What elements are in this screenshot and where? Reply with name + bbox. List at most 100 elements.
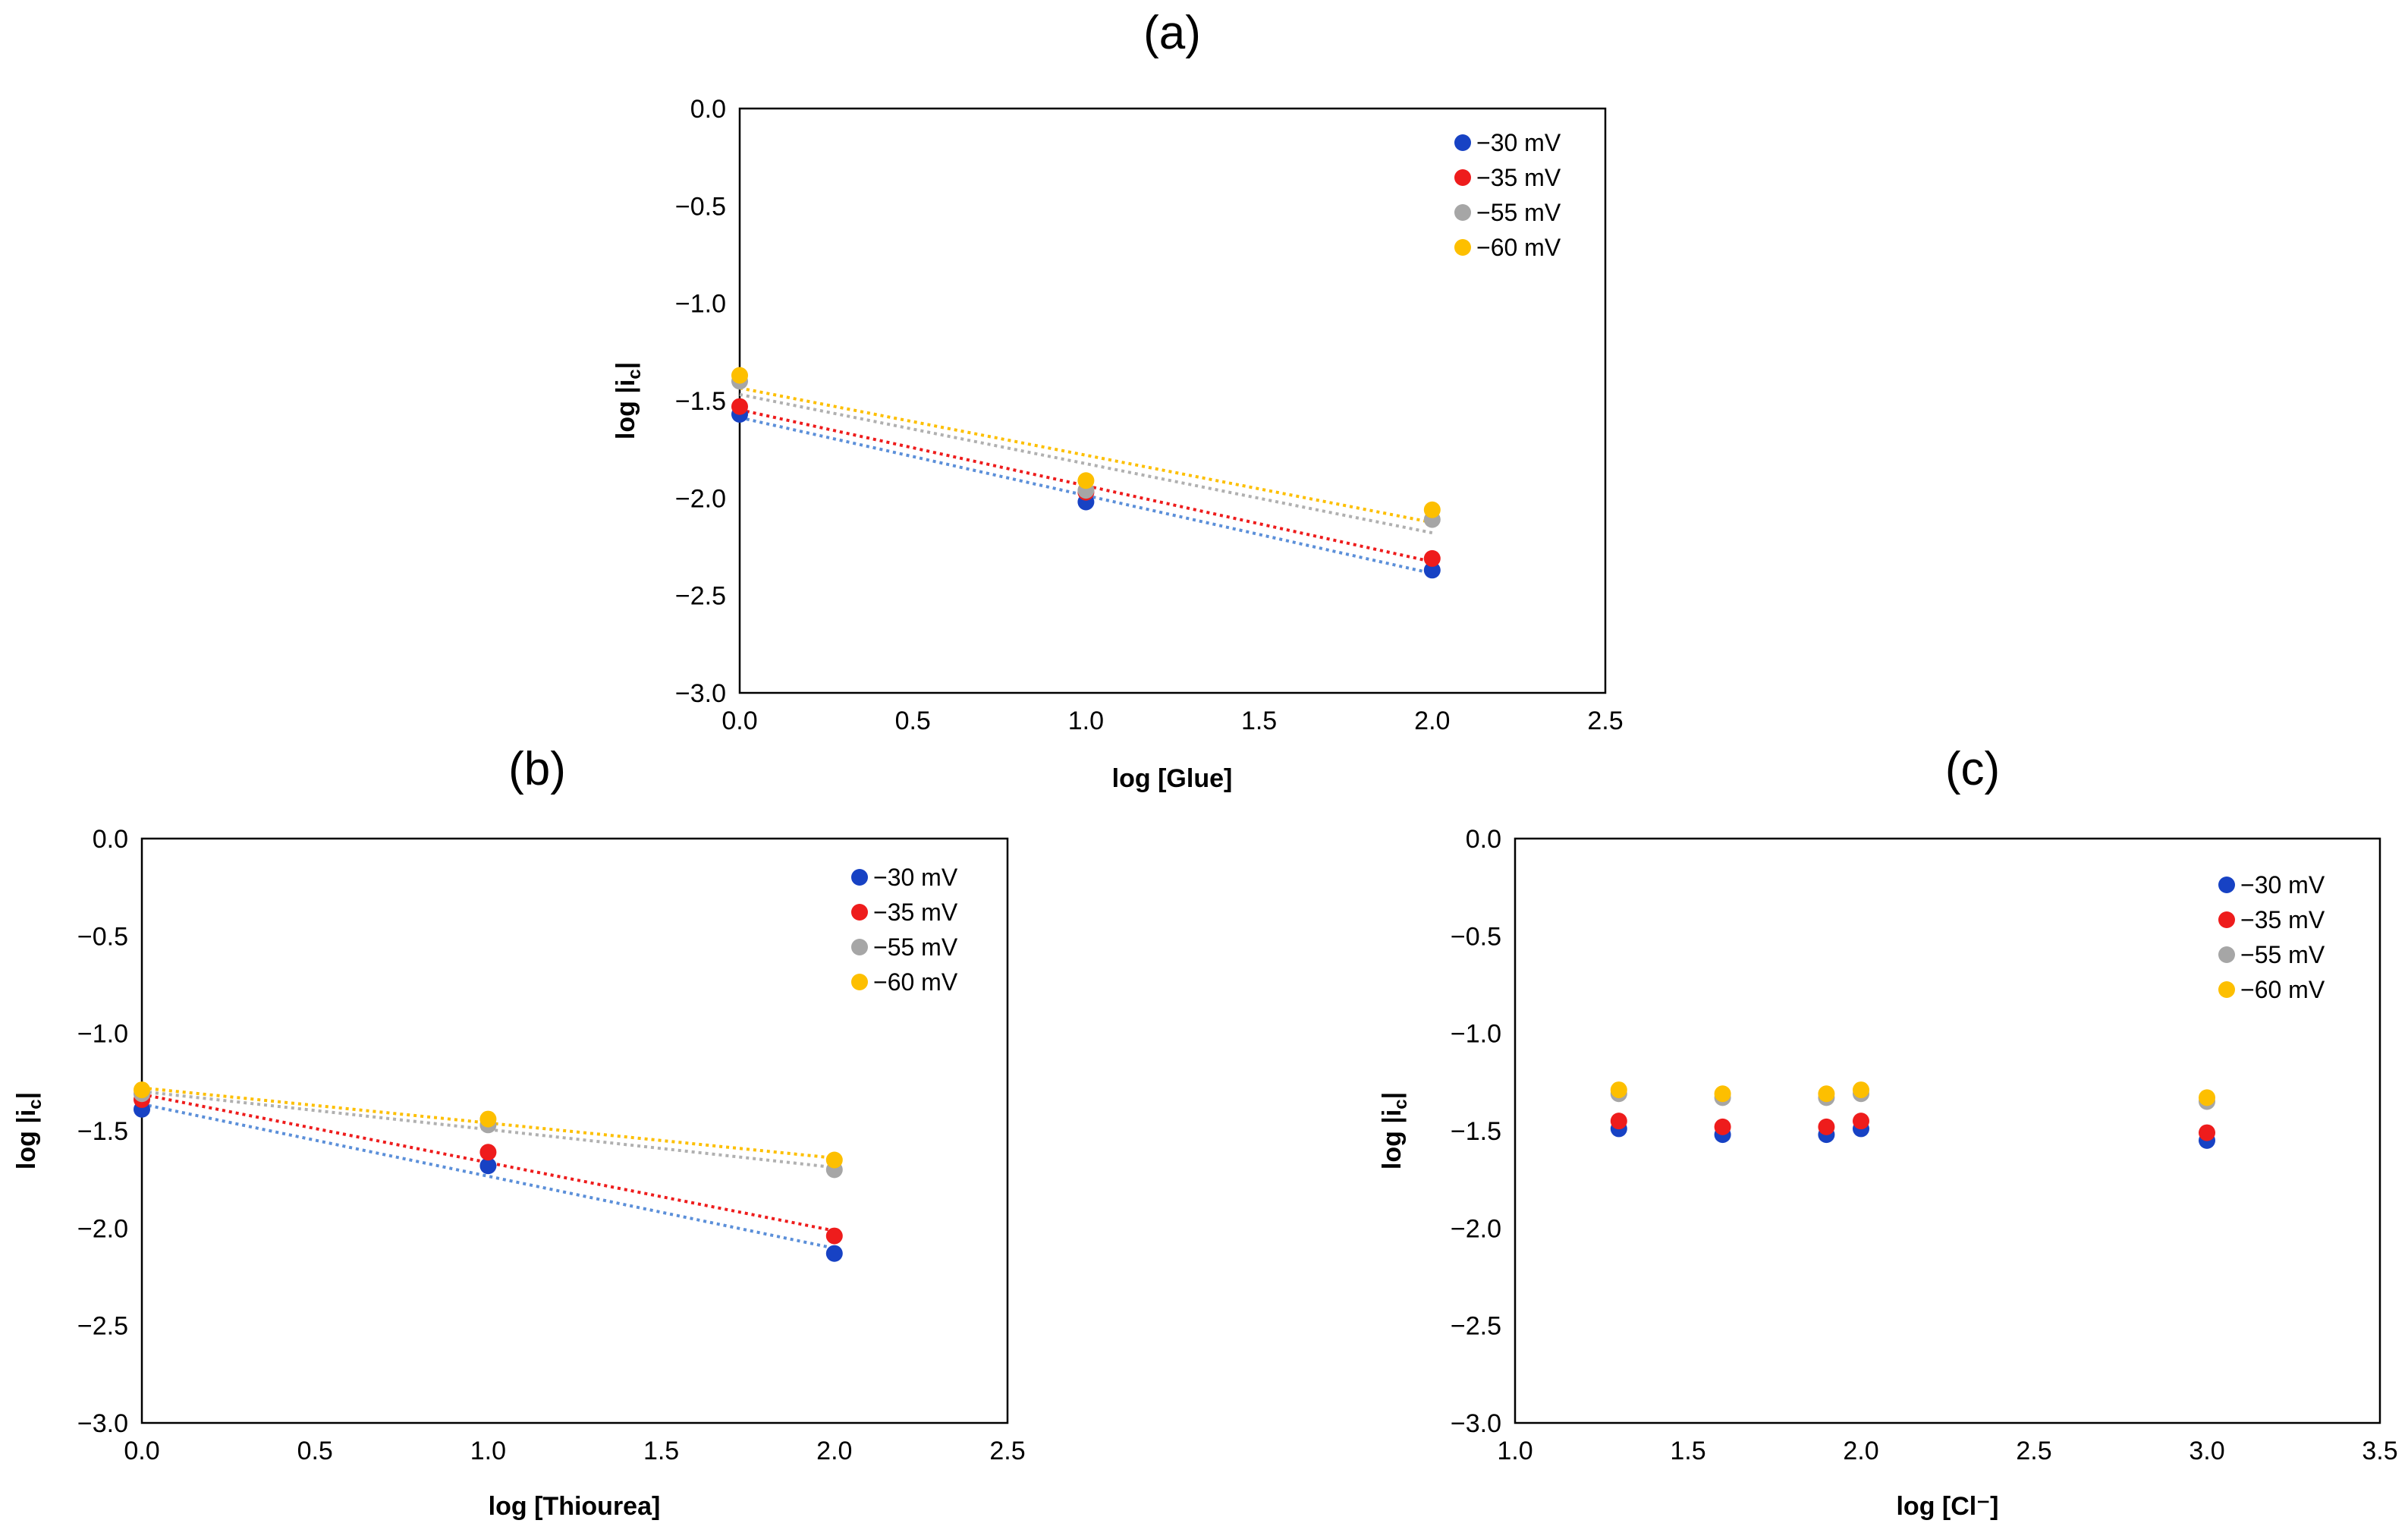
y-axis-title-end: | — [611, 362, 640, 370]
data-point-60mv — [825, 1151, 843, 1169]
trendline-55mv — [739, 392, 1433, 535]
data-points — [1610, 1081, 2215, 1149]
y-tick-label: −0.5 — [77, 922, 128, 951]
panel-label: (c) — [1945, 743, 2000, 795]
y-axis-title-end: | — [1378, 1092, 1407, 1100]
tick-labels: 0.0 0.5 1.0 1.5 2.0 2.5 0.0 −0.5 −1.0 −1.5 −2.0 −2.… — [675, 95, 1624, 735]
panel-c: (c) 1.0 1.5 2.0 2.5 3.0 3.5 0.0 −0.5 −1.0 −1.5 −2.… — [1378, 743, 2398, 1521]
y-tick-label: 0.0 — [1466, 825, 1501, 854]
y-axis-title-main: log |i — [12, 1110, 41, 1169]
legend-marker-55mv — [1454, 204, 1471, 221]
trendlines — [739, 386, 1433, 575]
legend: −30 mV −35 mV −55 mV −60 mV — [1454, 129, 1561, 261]
data-point-60mv — [1714, 1085, 1731, 1103]
x-tick-label: 3.0 — [2189, 1437, 2224, 1465]
x-tick-label: 0.5 — [895, 707, 931, 735]
legend-marker-30mv — [1454, 134, 1471, 151]
y-tick-label: −2.0 — [1451, 1214, 1501, 1243]
data-point-35mv — [479, 1144, 497, 1161]
legend: −30 mV −35 mV −55 mV −60 mV — [851, 864, 958, 996]
data-point-60mv — [134, 1081, 150, 1099]
plot-area — [738, 107, 1607, 694]
legend-label-35mv: −35 mV — [1476, 164, 1561, 191]
legend-label-30mv: −30 mV — [2240, 871, 2325, 899]
y-tick-label: −1.5 — [77, 1117, 128, 1146]
y-axis-title-end: | — [12, 1092, 41, 1100]
legend-marker-35mv — [2218, 911, 2235, 928]
legend-marker-60mv — [851, 974, 868, 990]
trendline-60mv — [739, 386, 1433, 524]
data-point-35mv — [1853, 1113, 1869, 1130]
data-point-60mv — [731, 367, 748, 384]
tick-labels: 1.0 1.5 2.0 2.5 3.0 3.5 0.0 −0.5 −1.0 −1.5 −2.0 −2.… — [1451, 825, 2398, 1465]
x-tick-label: 2.0 — [816, 1437, 852, 1465]
x-tick-label: 1.0 — [1068, 707, 1104, 735]
x-axis-title: log [Glue] — [1112, 764, 1233, 793]
data-point-60mv — [1077, 472, 1095, 489]
legend-label-30mv: −30 mV — [873, 864, 958, 891]
panel-b: (b) 0.0 0.5 1.0 1.5 2.0 2.5 0.0 −0.5 −1.0 −1.5 −2.… — [12, 743, 1026, 1521]
data-point-35mv — [731, 398, 748, 415]
plot-area — [140, 837, 1009, 1424]
y-axis-title-subscript: c — [25, 1099, 46, 1109]
y-tick-label: −3.0 — [1451, 1409, 1501, 1438]
legend: −30 mV −35 mV −55 mV −60 mV — [2218, 871, 2325, 1003]
data-point-60mv — [2199, 1089, 2215, 1106]
x-tick-label: 2.5 — [2016, 1437, 2051, 1465]
y-tick-label: −2.5 — [1451, 1312, 1501, 1341]
data-point-35mv — [1423, 549, 1441, 567]
y-tick-label: −3.0 — [77, 1409, 128, 1438]
y-tick-label: −2.0 — [77, 1214, 128, 1243]
x-tick-label: 0.0 — [124, 1437, 159, 1465]
legend-label-55mv: −55 mV — [2240, 941, 2325, 968]
x-axis-title: log [Thiourea] — [489, 1492, 661, 1521]
trendline-30mv — [739, 416, 1433, 575]
x-tick-label: 1.5 — [1670, 1437, 1705, 1465]
y-tick-label: 0.0 — [93, 825, 128, 854]
data-point-35mv — [1610, 1113, 1627, 1130]
y-axis-title-main: log |i — [611, 379, 640, 439]
y-axis-title-main: log |i — [1378, 1110, 1407, 1169]
x-tick-label: 1.5 — [1241, 707, 1277, 735]
panel-label: (a) — [1143, 7, 1201, 59]
legend-marker-55mv — [851, 939, 868, 955]
y-tick-label: −2.5 — [77, 1312, 128, 1341]
y-tick-label: −1.5 — [675, 387, 726, 416]
x-axis-title: log [Cl⁻] — [1896, 1492, 1998, 1521]
y-tick-label: 0.0 — [690, 95, 726, 124]
y-tick-label: −2.0 — [675, 484, 726, 513]
x-tick-label: 3.5 — [2362, 1437, 2397, 1465]
x-tick-label: 2.0 — [1414, 707, 1450, 735]
legend-label-35mv: −35 mV — [2240, 906, 2325, 933]
data-points — [731, 367, 1441, 579]
data-point-35mv — [1818, 1118, 1835, 1135]
legend-marker-60mv — [1454, 239, 1471, 256]
y-axis-title: log |ic| — [611, 362, 645, 439]
legend-label-60mv: −60 mV — [1476, 234, 1561, 261]
trendline-35mv — [141, 1093, 835, 1232]
legend-marker-30mv — [2218, 877, 2235, 893]
trendline-35mv — [739, 408, 1433, 564]
data-points — [134, 1081, 843, 1262]
data-point-60mv — [479, 1110, 497, 1128]
data-point-30mv — [1423, 562, 1441, 579]
tick-labels: 0.0 0.5 1.0 1.5 2.0 2.5 0.0 −0.5 −1.0 −1.5 −2.0 −2.… — [77, 825, 1026, 1465]
x-tick-label: 1.0 — [470, 1437, 506, 1465]
data-point-35mv — [1714, 1118, 1731, 1135]
legend-label-35mv: −35 mV — [873, 899, 958, 926]
y-tick-label: −1.0 — [77, 1020, 128, 1049]
legend-marker-55mv — [2218, 946, 2235, 963]
y-tick-label: −3.0 — [675, 679, 726, 708]
trendline-30mv — [141, 1102, 835, 1250]
x-tick-label: 0.0 — [721, 707, 757, 735]
legend-marker-60mv — [2218, 981, 2235, 998]
y-tick-label: −0.5 — [675, 192, 726, 221]
y-tick-label: −0.5 — [1451, 922, 1501, 951]
plot-area — [1514, 837, 2381, 1424]
y-tick-label: −2.5 — [675, 582, 726, 611]
x-tick-label: 0.5 — [297, 1437, 333, 1465]
x-tick-label: 1.5 — [643, 1437, 679, 1465]
data-point-60mv — [1423, 501, 1441, 518]
y-tick-label: −1.0 — [1451, 1020, 1501, 1049]
data-point-60mv — [1853, 1081, 1869, 1099]
